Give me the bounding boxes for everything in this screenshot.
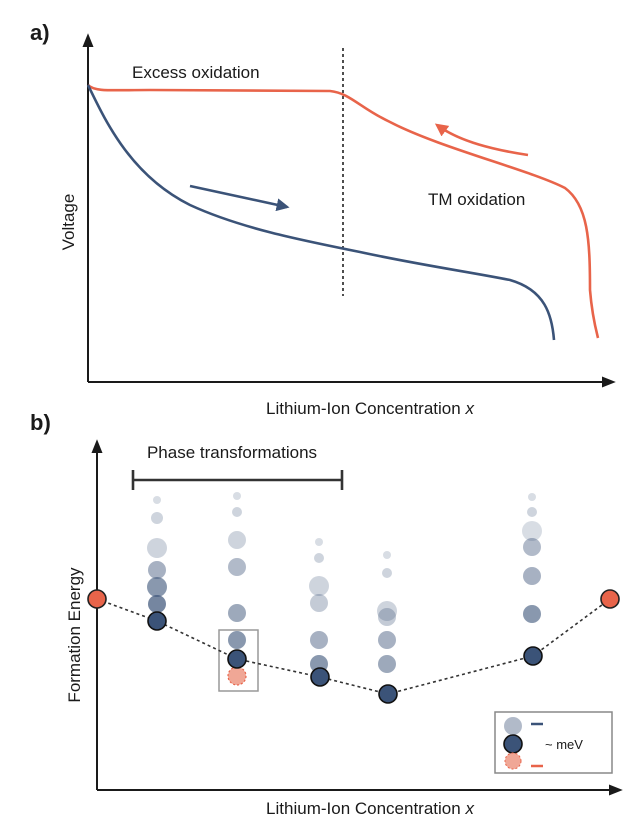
x-label-text: Lithium-Ion Concentration xyxy=(266,399,461,418)
bracket xyxy=(131,470,344,490)
metastable-states xyxy=(147,492,542,673)
legend-icon xyxy=(504,752,522,770)
x-label-variable: x xyxy=(464,399,474,418)
y-axis-label: Voltage xyxy=(59,194,78,251)
panel-label: a) xyxy=(30,20,50,45)
legend-label: ~ meV xyxy=(545,737,583,752)
highlight-box xyxy=(218,629,259,692)
annotation: Excess oxidation xyxy=(132,63,260,82)
ground-states xyxy=(87,589,620,704)
x-label-variable: x xyxy=(464,799,474,818)
discharge-curve xyxy=(86,84,556,341)
charge-curve xyxy=(87,83,600,339)
panel-label: b) xyxy=(30,410,51,435)
x-axis-label: Lithium-Ion Concentration x xyxy=(266,799,474,818)
y-axis-label: Formation Energy xyxy=(65,567,84,703)
x-label-text: Lithium-Ion Concentration xyxy=(266,799,461,818)
annotation: Phase transformations xyxy=(147,443,317,462)
annotation: TM oxidation xyxy=(428,190,525,209)
legend-icon xyxy=(504,717,522,735)
unstable-state xyxy=(227,666,247,686)
discharge-arrow xyxy=(189,184,290,212)
x-axis-label: Lithium-Ion Concentration x xyxy=(266,399,474,418)
charge-arrow xyxy=(434,123,529,157)
legend-icon xyxy=(503,734,523,754)
